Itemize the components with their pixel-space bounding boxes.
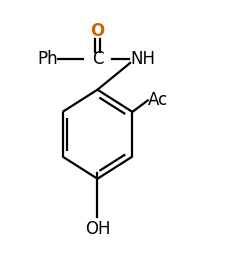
Text: Ac: Ac bbox=[148, 91, 168, 109]
Text: OH: OH bbox=[85, 220, 110, 238]
Text: C: C bbox=[92, 50, 103, 68]
Text: Ph: Ph bbox=[38, 50, 58, 68]
Text: O: O bbox=[90, 22, 105, 40]
Text: NH: NH bbox=[130, 50, 155, 68]
